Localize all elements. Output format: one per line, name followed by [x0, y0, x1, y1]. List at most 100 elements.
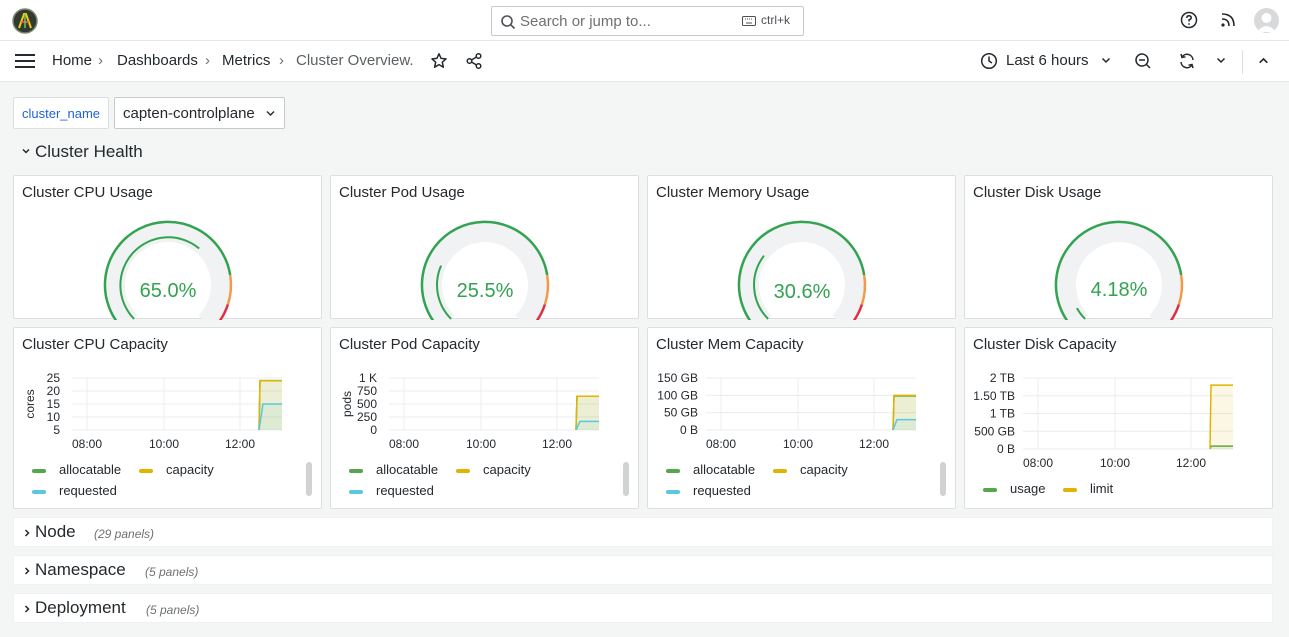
gauge-panel-pod-usage[interactable]: Cluster Pod Usage 25.5%: [330, 175, 639, 320]
gauge-threshold-band: [1177, 274, 1184, 305]
row-node[interactable]: Node (29 panels): [13, 517, 1273, 547]
gauge: [103, 220, 233, 320]
legend-swatch: [349, 490, 363, 494]
x-tick-label: 10:00: [149, 437, 179, 451]
series-line-capacity: [258, 379, 282, 431]
gauge-value: 4.18%: [1090, 279, 1148, 301]
chevron-down-icon[interactable]: [21, 146, 31, 156]
legend-scrollbar[interactable]: [306, 462, 312, 496]
breadcrumb-separator: ›: [98, 52, 103, 69]
series-area: [259, 380, 282, 430]
gauge-track: [739, 222, 865, 320]
y-tick-label: 1.50 TB: [973, 389, 1015, 403]
breadcrumb-home[interactable]: Home: [52, 52, 93, 69]
help-icon[interactable]: [1180, 11, 1198, 29]
y-tick-label: 1 TB: [990, 407, 1015, 421]
clock-icon[interactable]: [980, 52, 998, 70]
gauge-value-arc: [119, 236, 200, 320]
nav-bar: Home › Dashboards › Metrics › Cluster Ov…: [0, 41, 1289, 82]
toolbar-divider: [1242, 50, 1243, 74]
grafana-logo-icon[interactable]: [12, 8, 38, 34]
x-tick-label: 12:00: [542, 437, 572, 451]
breadcrumb-current: Cluster Overview.: [296, 52, 414, 69]
chevron-down-icon[interactable]: [1100, 54, 1112, 66]
y-tick-label: 1 K: [359, 371, 377, 385]
chevron-right-icon: [24, 567, 30, 575]
y-tick-label: 750: [357, 384, 377, 398]
rss-news-icon[interactable]: [1219, 11, 1237, 29]
y-tick-label: 50 GB: [664, 406, 698, 420]
legend-scrollbar[interactable]: [940, 462, 946, 496]
breadcrumb-dashboards[interactable]: Dashboards: [117, 52, 198, 69]
legend-swatch: [349, 469, 363, 473]
row-title-cluster-health[interactable]: Cluster Health: [35, 142, 143, 161]
series-area: [893, 395, 916, 430]
gauge-threshold-band: [543, 274, 550, 305]
breadcrumb-separator: ›: [279, 52, 284, 69]
row-deployment[interactable]: Deployment (5 panels): [13, 593, 1273, 623]
star-icon[interactable]: [430, 52, 448, 70]
series-area: [1210, 385, 1233, 449]
gauge-value: 65.0%: [139, 280, 197, 302]
series-area: [259, 380, 282, 430]
gauge-threshold-band: [226, 274, 233, 305]
panel-title: Cluster Pod Capacity: [339, 336, 480, 353]
breadcrumb-metrics[interactable]: Metrics: [222, 52, 271, 69]
gauge-track: [1056, 222, 1182, 320]
y-tick-label: 150 GB: [657, 371, 698, 385]
series-area: [259, 404, 282, 430]
cluster-name-select[interactable]: capten-controlplane: [114, 97, 285, 129]
y-tick-label: 10: [47, 410, 61, 424]
gauge-threshold-band: [852, 304, 864, 320]
menu-icon[interactable]: [15, 53, 35, 69]
series-line-requested: [258, 403, 282, 431]
series-line-requested: [575, 420, 599, 431]
legend-label: allocatable: [59, 462, 122, 477]
legend-label: usage: [1010, 481, 1046, 496]
x-tick-label: 12:00: [225, 437, 255, 451]
gauge-value-arc: [436, 265, 452, 320]
row-namespace[interactable]: Namespace (5 panels): [13, 555, 1273, 585]
chart-panel-mem-capacity[interactable]: Cluster Mem Capacity 150 GB 100 GB 50 GB 0 …: [647, 327, 956, 509]
chevron-up-icon[interactable]: [1257, 54, 1270, 67]
y-tick-label: 500: [357, 397, 377, 411]
legend-scrollbar[interactable]: [623, 462, 629, 496]
share-icon[interactable]: [465, 52, 483, 70]
y-tick-label: 0: [370, 423, 377, 437]
gauge-panel-cpu-usage[interactable]: Cluster CPU Usage 65.0%: [13, 175, 322, 320]
user-avatar[interactable]: [1254, 8, 1279, 33]
x-tick-label: 12:00: [1176, 456, 1206, 470]
gauge-threshold-band: [1169, 304, 1181, 320]
y-tick-label: 15: [47, 397, 61, 411]
series-line-requested: [892, 418, 916, 431]
panel-title: Cluster Pod Usage: [339, 184, 465, 201]
chart-panel-pod-capacity[interactable]: Cluster Pod Capacity 1 K 750 500 250 0 08:00 1…: [330, 327, 639, 509]
gauge: [737, 220, 867, 320]
chart-panel-cpu-capacity[interactable]: Cluster CPU Capacity 25 20 15 10 5 08:00 10:00…: [13, 327, 322, 509]
time-range-picker[interactable]: Last 6 hours: [1006, 52, 1089, 69]
gauge-panel-disk-usage[interactable]: Cluster Disk Usage 4.18%: [964, 175, 1273, 320]
legend-label: requested: [376, 483, 434, 498]
row-title: Node: [35, 522, 76, 541]
series-line-capacity: [575, 395, 599, 431]
selected-value: capten-controlplane: [123, 105, 255, 122]
gauge-threshold-band: [535, 304, 547, 320]
x-tick-label: 08:00: [72, 437, 102, 451]
legend-label: requested: [59, 483, 117, 498]
gauge-threshold-band: [103, 220, 232, 320]
zoom-out-icon[interactable]: [1134, 52, 1152, 70]
panel-title: Cluster Mem Capacity: [656, 336, 804, 353]
refresh-icon[interactable]: [1178, 52, 1196, 70]
gauge-panel-memory-usage[interactable]: Cluster Memory Usage 30.6%: [647, 175, 956, 320]
y-tick-label: 25: [47, 371, 61, 385]
y-tick-label: 2 TB: [990, 371, 1015, 385]
gauge-track: [422, 222, 548, 320]
breadcrumb-separator: ›: [205, 52, 210, 69]
search-input[interactable]: Search or jump to... ctrl+k: [491, 6, 804, 36]
refresh-interval-chevron-icon[interactable]: [1215, 54, 1227, 66]
legend-swatch: [1063, 488, 1077, 492]
chart-panel-disk-capacity[interactable]: Cluster Disk Capacity 2 TB 1.50 TB 1 TB 500…: [964, 327, 1273, 509]
y-tick-label: 250: [357, 410, 377, 424]
